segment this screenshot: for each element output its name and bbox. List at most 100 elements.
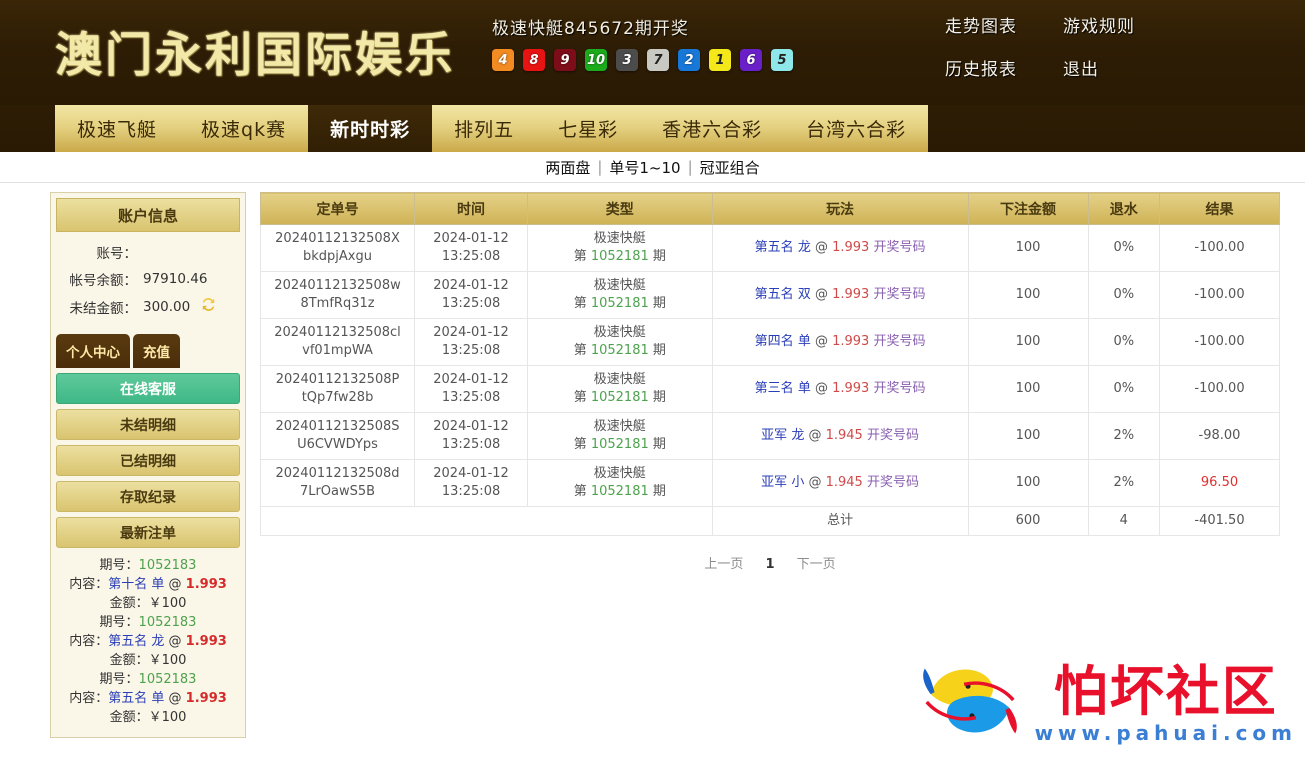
game-tabbar: 极速飞艇 极速qk赛 新时时彩 排列五 七星彩 香港六合彩 台湾六合彩 <box>0 105 1305 152</box>
table-row: 20240112132508w 8TmfRq31z 2024-01-12 13:25:… <box>259 271 1280 319</box>
cell-type: 极速快艇第 1052181 期 <box>527 459 713 507</box>
sidebar-item-未结明细[interactable]: 未结明细 <box>56 409 240 440</box>
cell-play: 亚军 龙 @ 1.945 开奖号码 <box>711 412 969 460</box>
pagination-prev[interactable]: 上一页 <box>704 557 744 572</box>
draw-number-link[interactable]: 开奖号码 <box>873 381 926 396</box>
cell-fee: 2% <box>1087 459 1161 507</box>
cell-play: 第三名 单 @ 1.993 开奖号码 <box>711 365 969 413</box>
tab-新时时彩[interactable]: 新时时彩 <box>308 105 433 152</box>
bet-content-line: 内容：第五名 单 @ 1.993 <box>69 691 227 706</box>
sidebar-item-存取纪录[interactable]: 存取纪录 <box>56 481 240 512</box>
total-empty-cell <box>260 506 713 536</box>
tab-七星彩[interactable]: 七星彩 <box>536 105 641 152</box>
sidebar-item-最新注单[interactable]: 最新注单 <box>56 517 240 548</box>
draw-number-link[interactable]: 开奖号码 <box>873 287 926 302</box>
cell-result: -100.00 <box>1159 271 1280 319</box>
sidebar-item-已结明细[interactable]: 已结明细 <box>56 445 240 476</box>
cell-order-id: 20240112132508P tQp7fw28b <box>259 365 416 413</box>
cell-result: -100.00 <box>1159 365 1280 413</box>
th-time: 时间 <box>414 192 529 225</box>
bet-period-line: 期号：1052183 <box>99 558 197 573</box>
latest-bets-list: 期号：1052183 内容：第十名 单 @ 1.993 金额：￥100 期号：1052… <box>51 548 245 727</box>
pagination-next[interactable]: 下一页 <box>796 557 836 572</box>
draw-ball-5: 3 <box>616 49 638 71</box>
draw-result-block: 极速快艇845672期开奖 4 8 9 10 3 7 2 1 6 5 <box>480 0 910 71</box>
draw-ball-3: 9 <box>554 49 576 71</box>
site-header: 澳门永利国际娱乐 极速快艇845672期开奖 4 8 9 10 3 7 2 1 6 5 走势图表 游… <box>0 0 1305 105</box>
topnav-link-游戏规则[interactable]: 游戏规则 <box>1063 17 1135 37</box>
pagination-current-page[interactable]: 1 <box>765 557 775 572</box>
account-action-buttons: 个人中心 充值 <box>51 334 245 368</box>
draw-ball-8: 1 <box>709 49 731 71</box>
pagination: 上一页 1 下一页 <box>260 553 1280 572</box>
draw-balls: 4 8 9 10 3 7 2 1 6 5 <box>480 49 910 71</box>
sidebar-item-在线客服[interactable]: 在线客服 <box>56 373 240 404</box>
subnav-item-danhao[interactable]: 单号1~10 <box>609 158 681 177</box>
th-fee: 退水 <box>1087 192 1161 225</box>
account-id-label: 账号： <box>96 246 138 262</box>
th-result: 结果 <box>1159 192 1280 225</box>
account-unsettled-value: 300.00 <box>143 298 191 315</box>
refresh-icon[interactable] <box>200 296 217 317</box>
bet-content-line: 内容：第十名 单 @ 1.993 <box>69 577 227 592</box>
table-row: 20240112132508P tQp7fw28b 2024-01-12 13:25:… <box>259 365 1280 413</box>
total-amount: 600 <box>967 506 1089 536</box>
cell-order-id: 20240112132508S U6CVWDYps <box>259 412 416 460</box>
account-unsettled-row: 未结金额： 300.00 <box>59 296 237 317</box>
cell-time: 2024-01-12 13:25:08 <box>414 365 529 413</box>
account-balance-value: 97910.46 <box>143 271 208 287</box>
cell-result: -98.00 <box>1159 412 1280 460</box>
draw-ball-1: 4 <box>492 49 514 71</box>
cell-time: 2024-01-12 13:25:08 <box>414 412 529 460</box>
account-id-row: 账号： <box>59 242 237 262</box>
orders-table-body: 20240112132508X bkdpjAxgu 2024-01-12 13:25:… <box>259 224 1280 536</box>
cell-time: 2024-01-12 13:25:08 <box>414 224 529 272</box>
draw-number-link[interactable]: 开奖号码 <box>873 334 926 349</box>
subnav-separator-2: | <box>687 158 693 176</box>
draw-ball-7: 2 <box>678 49 700 71</box>
page-body: 账户信息 账号： 帐号余额： 97910.46 未结金额： 300.00 <box>0 183 1305 766</box>
bet-content-line: 内容：第五名 龙 @ 1.993 <box>69 634 227 649</box>
draw-ball-4: 10 <box>585 49 607 71</box>
total-label: 总计 <box>711 506 969 536</box>
total-fee: 4 <box>1087 506 1161 536</box>
draw-ball-2: 8 <box>523 49 545 71</box>
bet-amount-line: 金额：￥100 <box>109 710 187 725</box>
cell-play: 第五名 龙 @ 1.993 开奖号码 <box>711 224 969 272</box>
top-navigation: 走势图表 游戏规则历史报表 退出 <box>910 0 1305 80</box>
draw-number-link[interactable]: 开奖号码 <box>866 428 919 443</box>
tab-香港六合彩[interactable]: 香港六合彩 <box>640 105 785 152</box>
cell-fee: 2% <box>1087 412 1161 460</box>
topnav-link-退出[interactable]: 退出 <box>1063 60 1099 80</box>
tab-极速qk赛[interactable]: 极速qk赛 <box>179 105 309 152</box>
tab-极速飞艇[interactable]: 极速飞艇 <box>55 105 180 152</box>
draw-number-link[interactable]: 开奖号码 <box>873 240 926 255</box>
account-unsettled-label: 未结金额： <box>69 300 138 317</box>
tab-台湾六合彩[interactable]: 台湾六合彩 <box>784 105 929 152</box>
subnav-item-guanya[interactable]: 冠亚组合 <box>699 158 760 177</box>
tab-排列五[interactable]: 排列五 <box>432 105 537 152</box>
subnav-item-liangmianpan[interactable]: 两面盘 <box>545 158 591 177</box>
table-row: 20240112132508S U6CVWDYps 2024-01-12 13:25:… <box>259 412 1280 460</box>
table-total-row: 总计 600 4 -401.50 <box>260 506 1280 536</box>
button-充值[interactable]: 充值 <box>133 334 180 368</box>
bet-period-line: 期号：1052183 <box>99 672 197 687</box>
cell-time: 2024-01-12 13:25:08 <box>414 318 529 366</box>
total-result: -401.50 <box>1159 506 1280 536</box>
cell-type: 极速快艇第 1052181 期 <box>527 271 713 319</box>
cell-fee: 0% <box>1087 365 1161 413</box>
bet-amount-line: 金额：￥100 <box>109 596 187 611</box>
account-info: 账号： 帐号余额： 97910.46 未结金额： 300.00 <box>51 232 245 332</box>
topnav-link-走势图表[interactable]: 走势图表 <box>945 17 1017 37</box>
draw-title: 极速快艇845672期开奖 <box>492 19 689 39</box>
cell-play: 第四名 单 @ 1.993 开奖号码 <box>711 318 969 366</box>
cell-result: -100.00 <box>1159 224 1280 272</box>
topnav-link-历史报表[interactable]: 历史报表 <box>945 60 1017 80</box>
draw-ball-6: 7 <box>647 49 669 71</box>
button-个人中心[interactable]: 个人中心 <box>56 334 130 368</box>
table-row: 20240112132508d 7LrOawS5B 2024-01-12 13:25:… <box>259 459 1280 507</box>
cell-fee: 0% <box>1087 224 1161 272</box>
orders-table: 定单号 时间 类型 玩法 下注金额 退水 结果 20240112132508X b… <box>259 192 1280 536</box>
cell-amount: 100 <box>967 318 1089 366</box>
draw-number-link[interactable]: 开奖号码 <box>866 475 919 490</box>
